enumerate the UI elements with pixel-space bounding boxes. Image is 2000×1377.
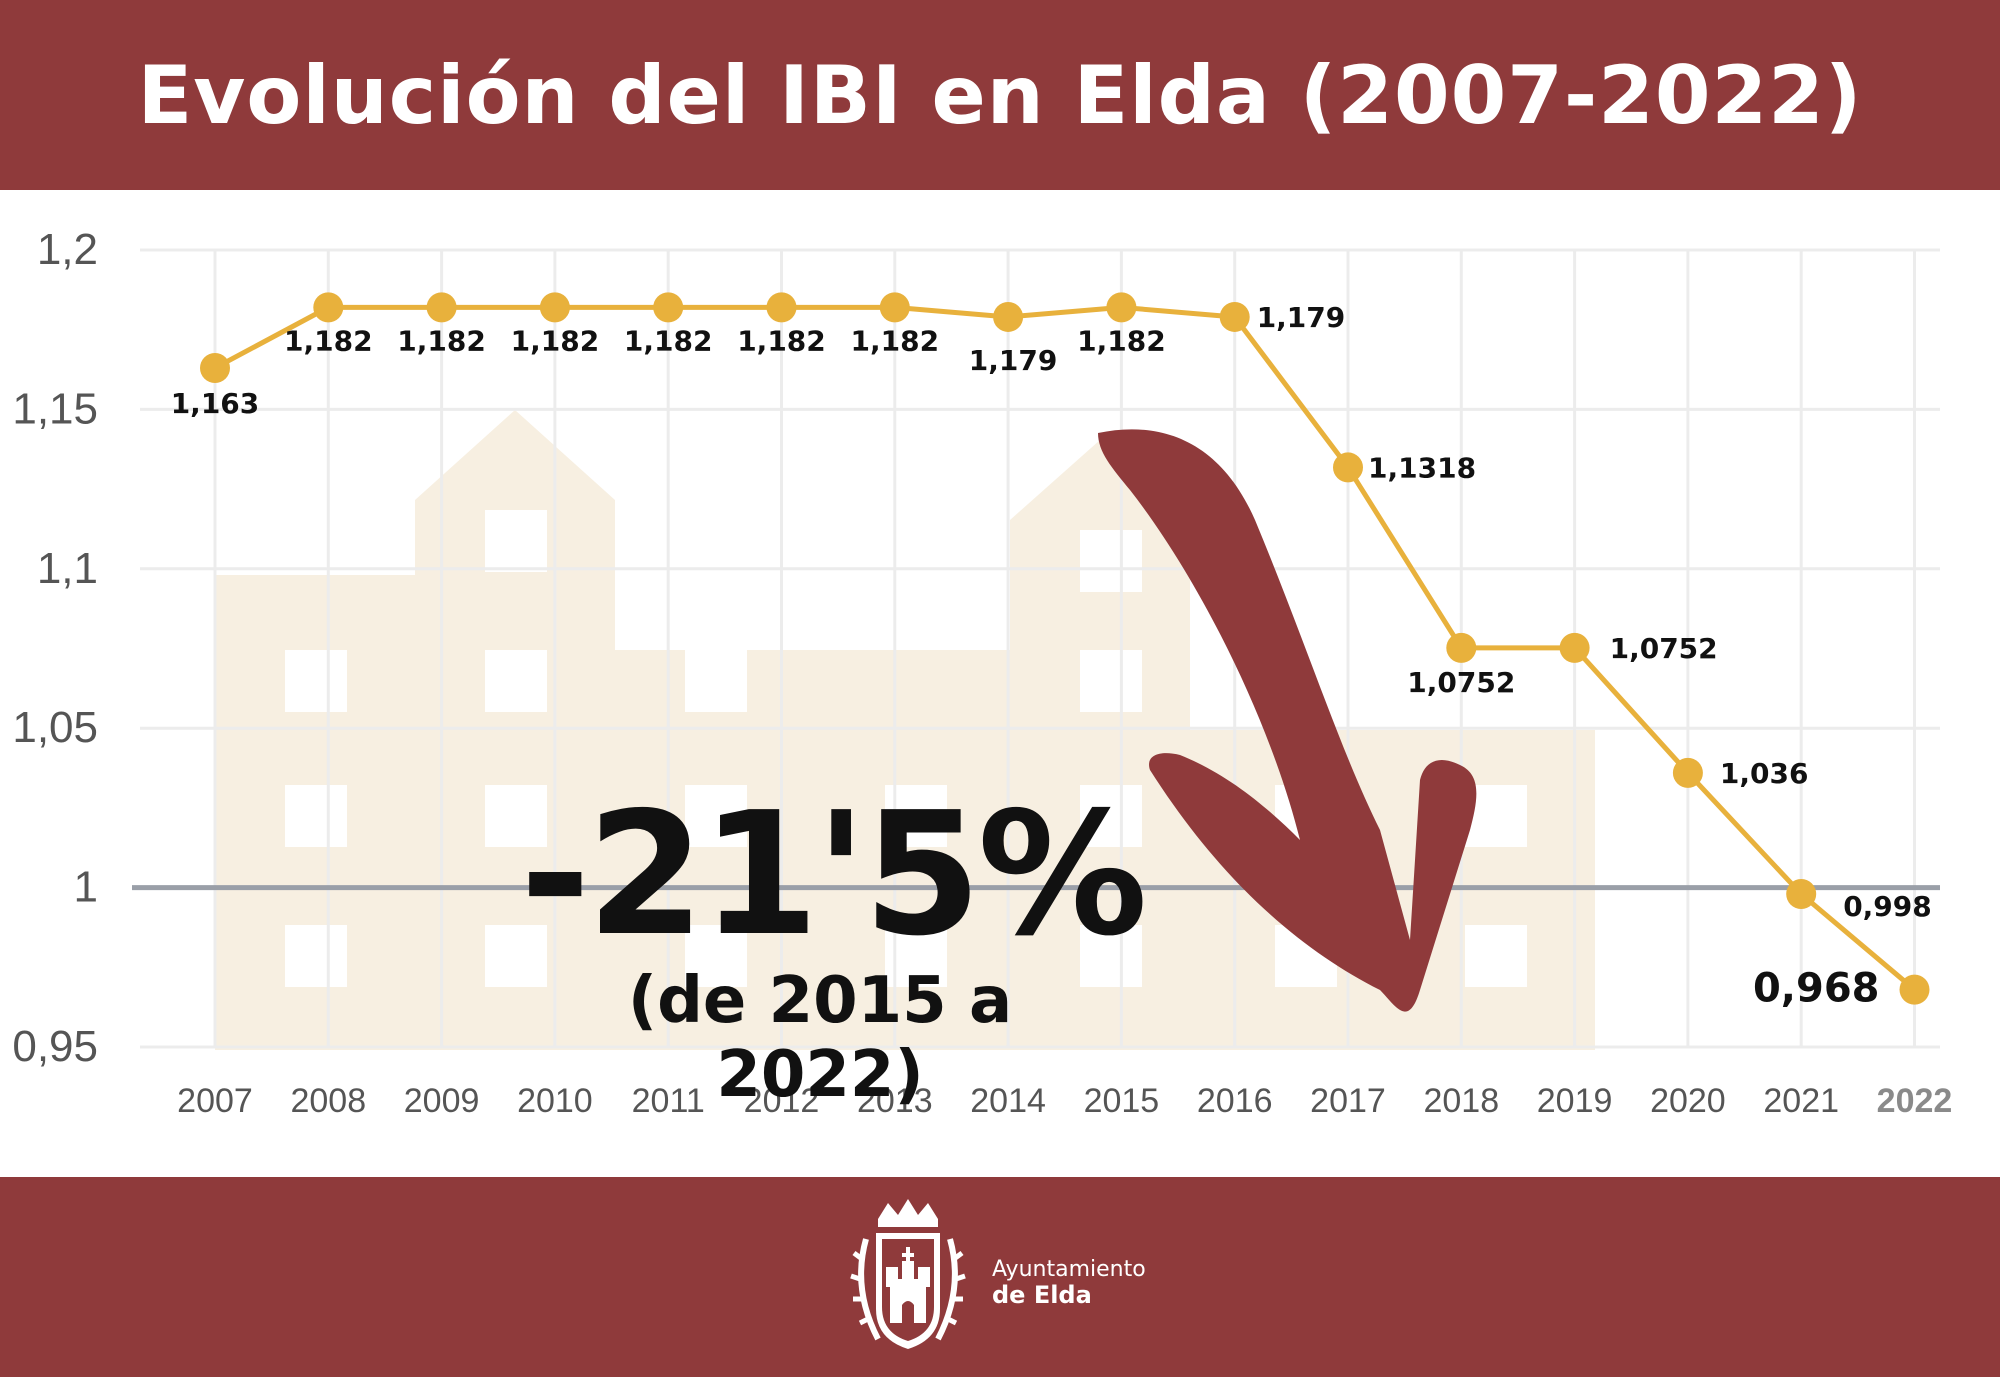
- x-tick-label: 2012: [744, 1082, 820, 1120]
- decrease-percent: -21'5%: [520, 776, 1148, 974]
- data-point: [766, 292, 797, 323]
- x-tick-label: 2007: [177, 1082, 253, 1120]
- decrease-callout: -21'5% (de 2015 a 2022): [520, 776, 1148, 1112]
- data-label: 1,163: [171, 387, 260, 420]
- x-tick-label: 2019: [1537, 1082, 1613, 1120]
- building-window: [1465, 925, 1527, 987]
- x-tick-label: 2013: [857, 1082, 933, 1120]
- y-tick-label: 1,15: [12, 384, 98, 433]
- data-point: [1106, 292, 1137, 323]
- x-tick-label: 2015: [1084, 1082, 1160, 1120]
- data-point: [200, 352, 230, 383]
- data-point: [993, 301, 1024, 332]
- decrease-period: (de 2015 a 2022): [627, 964, 1013, 1112]
- data-label: 1,1318: [1368, 451, 1476, 484]
- arrow-shape: [1098, 429, 1477, 1012]
- municipality-name: Ayuntamiento de Elda: [992, 1257, 1146, 1310]
- y-tick-label: 1,1: [37, 544, 98, 593]
- data-label: 1,036: [1720, 757, 1809, 790]
- y-axis-ticks: 1,2 1,15 1,1 1,05 1 0,95: [12, 225, 98, 1071]
- building-window: [685, 925, 747, 987]
- x-tick-label: 2010: [517, 1082, 593, 1120]
- chart-area: 1,2 1,15 1,1 1,05 1 0,95 2007 2008 2009 2010 2011…: [0, 190, 2000, 1177]
- data-point: [313, 292, 344, 323]
- data-point: [539, 292, 570, 323]
- y-tick-label: 1,2: [37, 225, 98, 274]
- data-label: 1,182: [737, 324, 826, 357]
- data-point: [879, 292, 910, 323]
- building-window: [685, 650, 747, 712]
- data-point: [1219, 301, 1250, 332]
- data-label: 1,179: [969, 344, 1058, 377]
- building-window: [1080, 785, 1142, 847]
- y-tick-label: 1: [74, 863, 98, 912]
- building-window: [485, 510, 547, 572]
- x-tick-label: 2018: [1423, 1082, 1499, 1120]
- footer-banner: Ayuntamiento de Elda: [0, 1177, 2000, 1377]
- data-label: 1,179: [1257, 301, 1346, 334]
- x-tick-label: 2014: [970, 1082, 1046, 1120]
- data-label: 1,182: [397, 324, 486, 357]
- data-label: 1,182: [284, 324, 373, 357]
- series-polyline: [213, 304, 1917, 992]
- data-point: [1786, 878, 1817, 909]
- data-label: 1,182: [851, 324, 940, 357]
- building-window: [285, 925, 347, 987]
- line-chart: 1,2 1,15 1,1 1,05 1 0,95 2007 2008 2009 2010 2011…: [12, 225, 1952, 1120]
- municipality-line2: de Elda: [992, 1281, 1092, 1310]
- data-point: [426, 292, 457, 323]
- data-label: 1,182: [624, 324, 713, 357]
- building-window: [285, 650, 347, 712]
- x-tick-label: 2022: [1877, 1082, 1953, 1120]
- building-window: [685, 785, 747, 847]
- x-tick-label: 2016: [1197, 1082, 1273, 1120]
- municipality-line1: Ayuntamiento: [992, 1257, 1146, 1282]
- down-arrow-icon: [1098, 429, 1477, 1012]
- page-title: Evolución del IBI en Elda (2007-2022): [137, 48, 1863, 142]
- building-window: [1080, 925, 1142, 987]
- building-window: [1670, 925, 1732, 987]
- data-point: [653, 292, 684, 323]
- x-tick-label: 2020: [1650, 1082, 1726, 1120]
- header-banner: Evolución del IBI en Elda (2007-2022): [0, 0, 2000, 190]
- y-tick-label: 1,05: [12, 703, 98, 752]
- data-labels: 1,163 1,182 1,182 1,182 1,182 1,182 1,182 1,179…: [171, 301, 1932, 1012]
- data-point: [1446, 632, 1477, 663]
- coat-of-arms-icon: [850, 1199, 966, 1349]
- series-line: [213, 304, 1917, 992]
- data-label: 1,182: [511, 324, 600, 357]
- x-axis-ticks: 2007 2008 2009 2010 2011 2012 2013 2014 2015 2016…: [177, 1082, 1952, 1120]
- data-label: 1,0752: [1407, 666, 1515, 699]
- y-tick-label: 0,95: [12, 1022, 98, 1071]
- data-point: [1672, 757, 1703, 788]
- x-tick-label: 2011: [632, 1082, 705, 1120]
- data-point: [1559, 632, 1590, 663]
- building-window: [1080, 530, 1142, 592]
- building-window: [285, 785, 347, 847]
- data-label: 1,182: [1077, 324, 1166, 357]
- x-tick-label: 2008: [290, 1082, 366, 1120]
- data-label: 0,968: [1753, 966, 1880, 1012]
- x-tick-label: 2009: [404, 1082, 480, 1120]
- x-tick-label: 2021: [1763, 1082, 1839, 1120]
- data-points: [200, 292, 1930, 1005]
- data-point: [1899, 974, 1930, 1005]
- building-window: [1080, 650, 1142, 712]
- building-window: [485, 785, 547, 847]
- building-window: [485, 925, 547, 987]
- data-label: 0,998: [1843, 890, 1932, 923]
- x-tick-label: 2017: [1310, 1082, 1386, 1120]
- building-window: [485, 650, 547, 712]
- data-label: 1,0752: [1610, 632, 1718, 665]
- data-point: [1333, 452, 1363, 483]
